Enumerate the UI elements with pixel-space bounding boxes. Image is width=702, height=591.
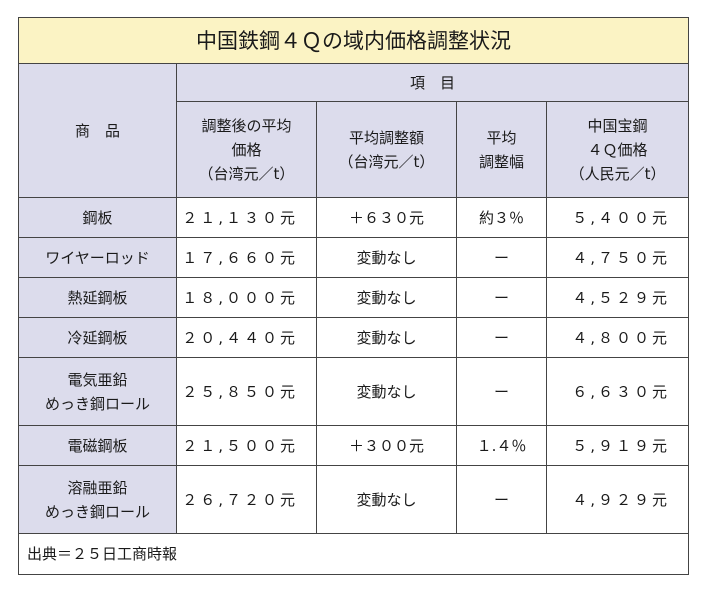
- adjust-amount-cell: 変動なし: [316, 357, 457, 426]
- adjust-amount-cell: 変動なし: [316, 277, 457, 318]
- adjust-rate-header: 平均 調整幅: [456, 101, 547, 198]
- avg-price-cell: １７,６６０元: [176, 237, 317, 278]
- adjust-amount-cell: 変動なし: [316, 237, 457, 278]
- avg-price-cell: １８,０００元: [176, 277, 317, 318]
- baosteel-price-cell: ４,９２９元: [545, 465, 690, 534]
- avg-price-cell: ２６,７２０元: [176, 465, 317, 534]
- product-cell: 溶融亜鉛 めっき鋼ロール: [18, 465, 177, 534]
- adjust-rate-cell: ー: [456, 317, 547, 358]
- product-cell: 電気亜鉛 めっき鋼ロール: [18, 357, 177, 426]
- avg-price-cell: ２１,１３０元: [176, 197, 317, 238]
- baosteel-price-cell: ５,９１９元: [545, 425, 690, 466]
- adjust-rate-cell: ー: [456, 277, 547, 318]
- adjust-amount-cell: 変動なし: [316, 465, 457, 534]
- avg-price-header: 調整後の平均 価格 （台湾元／t）: [176, 101, 317, 198]
- table-row: 熱延鋼板 １８,０００元 変動なし ー ４,５２９元: [18, 277, 690, 318]
- adjust-rate-cell: 約３％: [456, 197, 547, 238]
- adjust-amount-cell: ＋６３０元: [316, 197, 457, 238]
- avg-price-cell: ２５,８５０元: [176, 357, 317, 426]
- baosteel-price-cell: ５,４００元: [545, 197, 690, 238]
- adjust-rate-cell: １.４％: [456, 425, 547, 466]
- product-cell: 電磁鋼板: [18, 425, 177, 466]
- baosteel-price-cell: ４,５２９元: [545, 277, 690, 318]
- source-note: 出典＝２５日工商時報: [17, 533, 690, 575]
- price-table: 中国鉄鋼４Ｑの域内価格調整状況 商 品 項 目 調整後の平均 価格 （台湾元／t…: [17, 17, 690, 575]
- adjust-rate-cell: ー: [456, 237, 547, 278]
- avg-price-cell: ２０,４４０元: [176, 317, 317, 358]
- table-row: 電気亜鉛 めっき鋼ロール ２５,８５０元 変動なし ー ６,６３０元: [18, 357, 690, 426]
- product-cell: 冷延鋼板: [18, 317, 177, 358]
- baosteel-price-header: 中国宝鋼 ４Ｑ価格 （人民元／t）: [545, 101, 690, 198]
- table-row: ワイヤーロッド １７,６６０元 変動なし ー ４,７５０元: [18, 237, 690, 278]
- adjust-amount-header: 平均調整額 （台湾元／t）: [316, 101, 457, 198]
- table-row: 電磁鋼板 ２１,５００元 ＋３００元 １.４％ ５,９１９元: [18, 425, 690, 466]
- adjust-amount-cell: ＋３００元: [316, 425, 457, 466]
- adjust-amount-cell: 変動なし: [316, 317, 457, 358]
- baosteel-price-cell: ４,８００元: [545, 317, 690, 358]
- product-cell: ワイヤーロッド: [18, 237, 177, 278]
- product-cell: 熱延鋼板: [18, 277, 177, 318]
- baosteel-price-cell: ４,７５０元: [545, 237, 690, 278]
- table-title: 中国鉄鋼４Ｑの域内価格調整状況: [17, 17, 690, 64]
- table-row: 冷延鋼板 ２０,４４０元 変動なし ー ４,８００元: [18, 317, 690, 358]
- adjust-rate-cell: ー: [456, 357, 547, 426]
- product-cell: 鋼板: [18, 197, 177, 238]
- avg-price-cell: ２１,５００元: [176, 425, 317, 466]
- table-row: 溶融亜鉛 めっき鋼ロール ２６,７２０元 変動なし ー ４,９２９元: [18, 465, 690, 534]
- adjust-rate-cell: ー: [456, 465, 547, 534]
- product-header: 商 品: [18, 63, 177, 198]
- table-row: 鋼板 ２１,１３０元 ＋６３０元 約３％ ５,４００元: [18, 197, 690, 238]
- items-header: 項 目: [175, 63, 690, 102]
- baosteel-price-cell: ６,６３０元: [545, 357, 690, 426]
